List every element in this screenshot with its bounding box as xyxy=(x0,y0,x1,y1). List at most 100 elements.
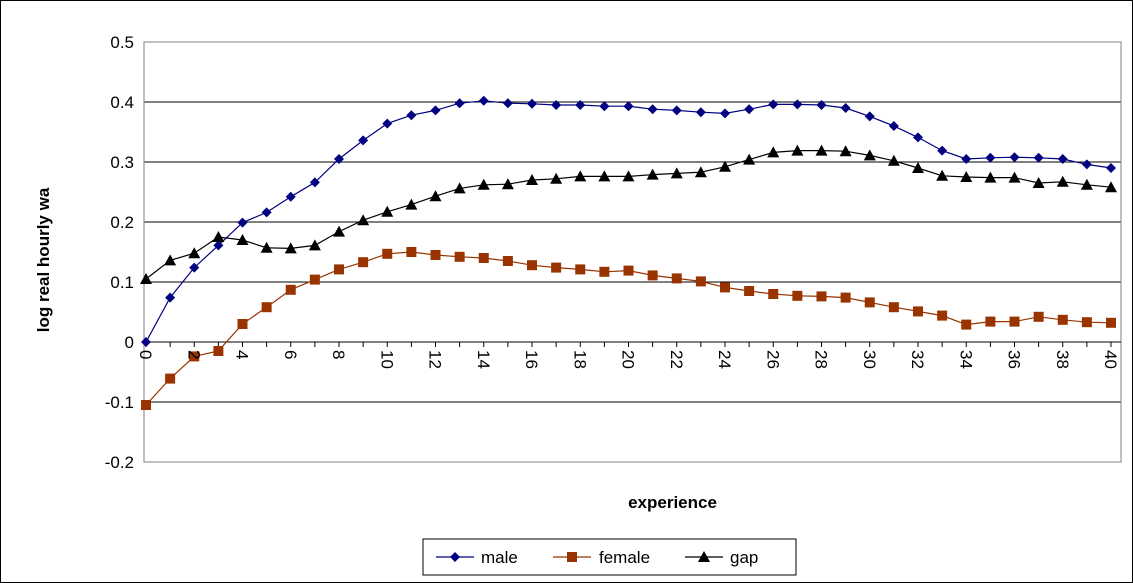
legend-swatch-marker xyxy=(567,552,577,562)
data-point-male xyxy=(695,107,706,118)
data-point-gap xyxy=(164,254,177,266)
data-point-female xyxy=(1081,317,1092,328)
x-axis-title: experience xyxy=(628,493,717,512)
data-point-female xyxy=(237,319,248,329)
data-point-female xyxy=(213,346,224,356)
data-point-male xyxy=(430,105,441,116)
x-tick-label: 18 xyxy=(570,350,589,369)
x-tick-label: 24 xyxy=(715,350,734,369)
legend: male female gap xyxy=(422,538,797,576)
data-point-female xyxy=(816,291,827,302)
y-tick-label: -0.2 xyxy=(105,453,134,472)
data-point-female xyxy=(1033,311,1044,322)
x-tick-label: 12 xyxy=(426,350,445,369)
data-point-gap xyxy=(598,170,611,182)
data-point-female xyxy=(382,248,393,259)
data-point-female xyxy=(623,265,634,276)
legend-item-female: female xyxy=(553,548,650,567)
data-point-male xyxy=(382,118,393,129)
legend-swatch-marker xyxy=(450,552,460,562)
data-point-gap xyxy=(719,160,731,172)
data-point-gap xyxy=(501,178,514,190)
data-point-male xyxy=(502,98,513,109)
data-point-female xyxy=(527,260,537,271)
x-tick-label: 10 xyxy=(377,350,396,369)
data-point-female xyxy=(502,256,513,266)
y-tick-label: 0.1 xyxy=(110,273,134,292)
data-point-male xyxy=(237,217,248,228)
y-tick-label: 0.2 xyxy=(110,213,134,232)
legend-item-gap: gap xyxy=(685,548,758,567)
data-point-gap xyxy=(912,162,924,173)
legend-label: female xyxy=(599,548,650,567)
x-tick-label: 34 xyxy=(956,350,975,369)
data-point-male xyxy=(1081,159,1092,170)
data-point-gap xyxy=(357,214,370,226)
x-tick-label: 32 xyxy=(908,350,927,369)
data-point-gap xyxy=(887,154,900,166)
data-point-male xyxy=(189,262,200,273)
data-point-gap xyxy=(1080,178,1093,190)
x-tick-label: 2 xyxy=(184,350,203,359)
x-tick-label: 28 xyxy=(812,350,831,369)
data-point-gap xyxy=(236,234,249,245)
x-tick-label: 4 xyxy=(233,350,252,359)
x-tick-label: 20 xyxy=(619,350,638,369)
data-point-female xyxy=(744,286,755,296)
data-point-gap xyxy=(670,167,683,179)
data-point-female xyxy=(1057,314,1068,325)
data-point-female xyxy=(165,373,176,384)
data-point-gap xyxy=(815,144,828,156)
data-point-gap xyxy=(1056,175,1069,187)
data-point-male xyxy=(575,100,586,110)
data-point-female xyxy=(430,250,441,260)
data-point-gap xyxy=(574,170,587,182)
data-point-gap xyxy=(140,273,152,284)
data-point-female xyxy=(334,264,344,275)
x-tick-label: 38 xyxy=(1053,350,1072,369)
legend-box xyxy=(422,538,797,576)
data-point-female xyxy=(671,273,682,284)
y-tick-label: 0 xyxy=(125,333,134,352)
data-point-gap xyxy=(791,144,804,156)
data-point-gap xyxy=(984,171,997,183)
data-point-female xyxy=(1106,317,1116,328)
data-point-male xyxy=(1009,152,1020,163)
data-point-male xyxy=(165,292,176,303)
data-point-gap xyxy=(405,198,418,210)
data-point-gap xyxy=(839,145,852,157)
axis-layer xyxy=(143,41,1122,463)
legend-label: male xyxy=(481,548,518,567)
data-point-female xyxy=(478,253,489,263)
data-point-male xyxy=(768,99,779,110)
data-point-female xyxy=(575,264,586,275)
x-tick-label: 26 xyxy=(763,350,782,369)
data-point-female xyxy=(551,262,562,273)
data-point-gap xyxy=(743,153,756,165)
x-tick-label: 22 xyxy=(667,350,686,369)
data-point-male xyxy=(840,103,851,113)
x-tick-label: 30 xyxy=(860,350,879,369)
data-point-female xyxy=(189,351,200,362)
y-tick-label: 0.5 xyxy=(110,33,134,52)
data-point-female xyxy=(261,302,272,313)
data-point-male xyxy=(671,105,682,116)
data-point-male xyxy=(647,104,658,115)
data-point-male xyxy=(285,191,296,202)
data-point-female xyxy=(1009,316,1020,327)
legend-item-male: male xyxy=(436,548,518,567)
data-point-female xyxy=(937,310,948,321)
data-point-gap xyxy=(477,178,490,190)
data-point-gap xyxy=(646,168,659,180)
data-point-male xyxy=(864,111,875,122)
data-point-gap xyxy=(284,242,297,254)
data-point-gap xyxy=(550,172,563,184)
data-point-male xyxy=(985,152,996,163)
data-point-gap xyxy=(453,182,466,194)
data-point-gap xyxy=(1032,177,1045,188)
data-point-male xyxy=(888,121,899,131)
legend-label: gap xyxy=(730,548,758,567)
data-point-gap xyxy=(960,171,973,182)
